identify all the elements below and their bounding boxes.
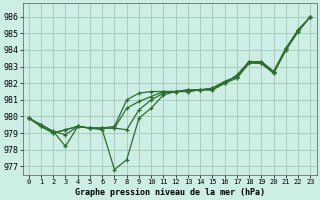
X-axis label: Graphe pression niveau de la mer (hPa): Graphe pression niveau de la mer (hPa)	[75, 188, 265, 197]
